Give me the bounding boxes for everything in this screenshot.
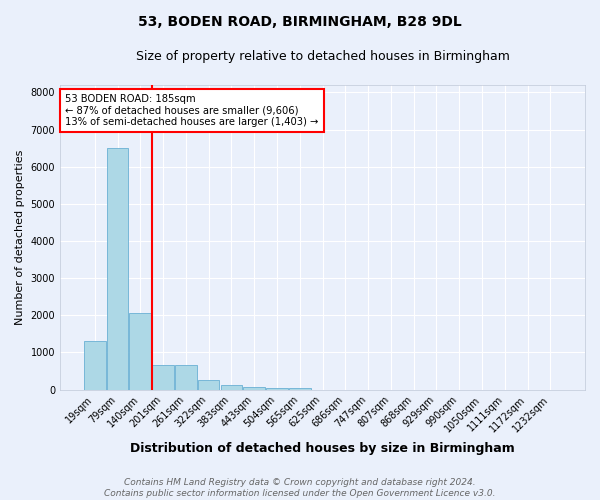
Title: Size of property relative to detached houses in Birmingham: Size of property relative to detached ho… — [136, 50, 509, 63]
Bar — [175, 364, 197, 390]
Bar — [221, 385, 242, 390]
Bar — [198, 380, 220, 390]
Text: 53 BODEN ROAD: 185sqm
← 87% of detached houses are smaller (9,606)
13% of semi-d: 53 BODEN ROAD: 185sqm ← 87% of detached … — [65, 94, 319, 128]
Bar — [289, 388, 311, 390]
Y-axis label: Number of detached properties: Number of detached properties — [15, 150, 25, 325]
X-axis label: Distribution of detached houses by size in Birmingham: Distribution of detached houses by size … — [130, 442, 515, 455]
Bar — [266, 388, 288, 390]
Text: 53, BODEN ROAD, BIRMINGHAM, B28 9DL: 53, BODEN ROAD, BIRMINGHAM, B28 9DL — [138, 15, 462, 29]
Text: Contains HM Land Registry data © Crown copyright and database right 2024.
Contai: Contains HM Land Registry data © Crown c… — [104, 478, 496, 498]
Bar — [130, 312, 151, 390]
Bar — [84, 342, 106, 390]
Bar — [244, 386, 265, 390]
Bar — [107, 148, 128, 390]
Bar — [152, 364, 174, 390]
